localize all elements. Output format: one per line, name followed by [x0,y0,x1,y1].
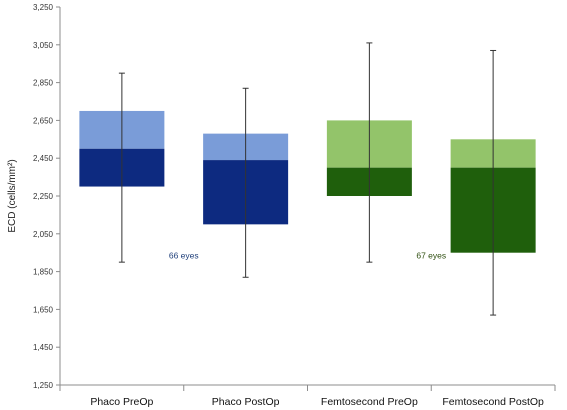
y-tick-label: 3,050 [33,41,54,50]
y-tick-label: 2,050 [33,230,54,239]
y-tick-label: 1,450 [33,343,54,352]
box-femtosecond-postop [450,49,536,316]
x-category-label: Femtosecond PostOp [442,396,544,408]
box-phaco-preop [79,72,165,263]
annotation-label: 66 eyes [169,251,199,261]
box-femtosecond-preop [326,42,412,263]
box-phaco-postop [203,87,289,278]
box-series [79,42,536,316]
y-tick-label: 2,450 [33,154,54,163]
y-tick-label: 2,850 [33,79,54,88]
y-tick-label: 3,250 [33,3,54,12]
x-axis: Phaco PreOp Phaco PostOp Femtosecond PreOp… [59,384,556,408]
y-tick-label: 1,650 [33,305,54,314]
annotation-label: 67 eyes [416,251,446,261]
y-tick-label: 1,250 [33,381,54,390]
y-tick-label: 1,850 [33,268,54,277]
y-axis: 1,250 1,450 1,650 1,850 2,050 2,250 2,450 2,650… [33,3,61,390]
annotations: 66 eyes 67 eyes [169,251,446,261]
x-category-label: Phaco PostOp [212,396,280,408]
x-category-label: Femtosecond PreOp [321,396,418,408]
y-tick-label: 2,250 [33,192,54,201]
y-axis-title: ECD (cells/mm²) [7,159,18,232]
x-category-label: Phaco PreOp [90,396,153,408]
y-tick-label: 2,650 [33,116,54,125]
